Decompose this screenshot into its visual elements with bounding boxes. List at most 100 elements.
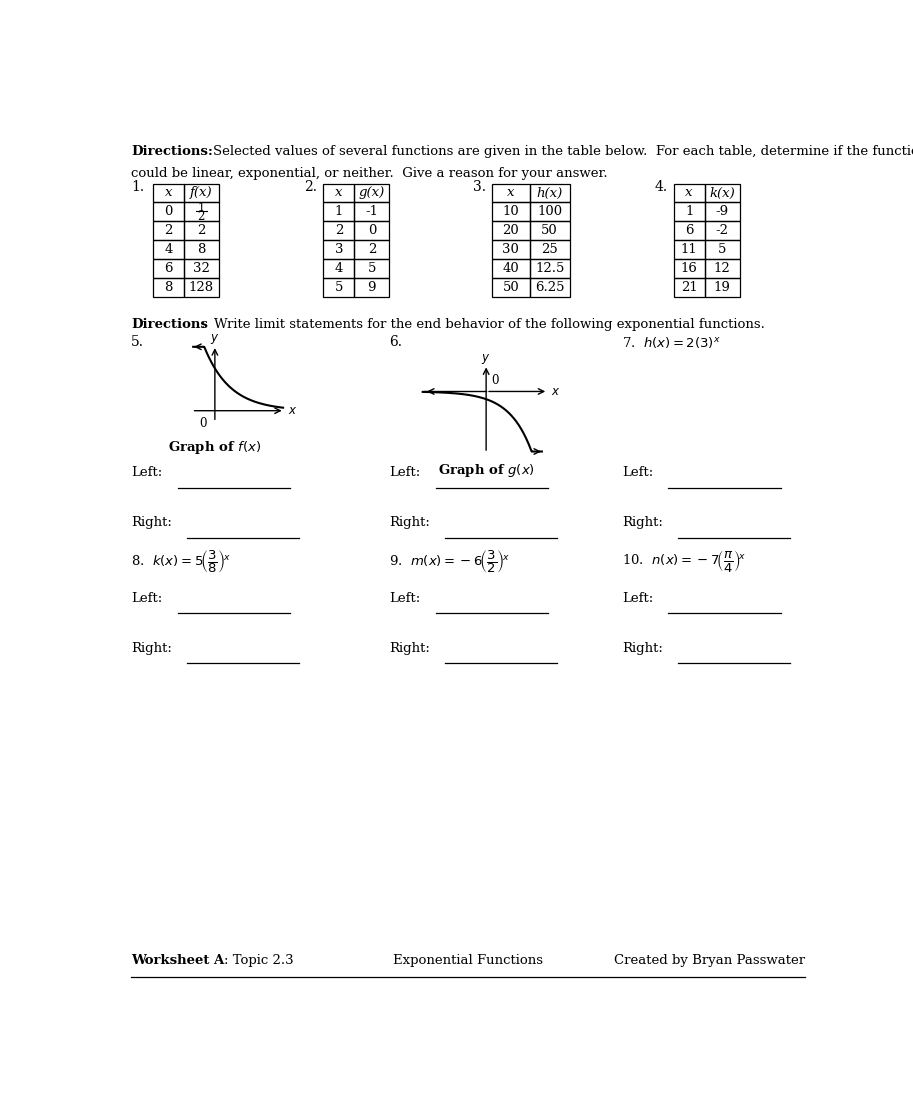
- Text: 50: 50: [502, 281, 519, 294]
- Bar: [530, 258, 570, 278]
- Text: Graph of $g(x)$: Graph of $g(x)$: [437, 462, 535, 479]
- Text: 0: 0: [200, 417, 207, 430]
- Text: 30: 30: [502, 243, 519, 256]
- Bar: [705, 258, 740, 278]
- Text: Left:: Left:: [622, 467, 653, 479]
- Bar: [323, 184, 354, 203]
- Text: 1: 1: [197, 201, 205, 215]
- Bar: [530, 222, 570, 241]
- Text: Right:: Right:: [389, 516, 430, 529]
- Text: k(x): k(x): [709, 187, 735, 199]
- Text: 0: 0: [368, 224, 376, 237]
- Text: 0: 0: [164, 206, 173, 218]
- Text: x: x: [335, 187, 342, 199]
- Text: 40: 40: [502, 262, 519, 275]
- Text: 6.: 6.: [389, 336, 403, 349]
- Text: Right:: Right:: [622, 516, 663, 529]
- Bar: [354, 184, 389, 203]
- Text: 6: 6: [685, 224, 694, 237]
- Text: 6: 6: [164, 262, 173, 275]
- Bar: [492, 184, 530, 203]
- Text: 2: 2: [335, 224, 343, 237]
- Text: 12: 12: [714, 262, 730, 275]
- Text: Left:: Left:: [131, 467, 163, 479]
- Bar: [705, 203, 740, 222]
- Bar: [152, 184, 184, 203]
- Text: Right:: Right:: [622, 641, 663, 655]
- Text: 9: 9: [368, 281, 376, 294]
- Text: $y$: $y$: [481, 351, 491, 366]
- Bar: [705, 241, 740, 258]
- Text: 8.  $k(x)=5\!\left(\dfrac{3}{8}\right)^{\!x}$: 8. $k(x)=5\!\left(\dfrac{3}{8}\right)^{\…: [131, 548, 231, 575]
- Text: 2: 2: [368, 243, 376, 256]
- Text: -2: -2: [716, 224, 729, 237]
- Text: 3: 3: [335, 243, 343, 256]
- Text: Directions:: Directions:: [131, 145, 213, 158]
- Bar: [492, 222, 530, 241]
- Bar: [674, 184, 705, 203]
- Text: 20: 20: [502, 224, 519, 237]
- Bar: [152, 241, 184, 258]
- Text: 1: 1: [685, 206, 693, 218]
- Text: 0: 0: [491, 374, 498, 387]
- Text: Created by Bryan Passwater: Created by Bryan Passwater: [614, 953, 804, 967]
- Text: x: x: [164, 187, 173, 199]
- Text: Graph of $f(x)$: Graph of $f(x)$: [168, 439, 261, 457]
- Bar: [674, 222, 705, 241]
- Text: 1.: 1.: [131, 180, 144, 194]
- Bar: [152, 278, 184, 297]
- Text: 19: 19: [714, 281, 730, 294]
- Text: x: x: [686, 187, 693, 199]
- Text: 10: 10: [502, 206, 519, 218]
- Text: 1: 1: [335, 206, 343, 218]
- Text: 2: 2: [197, 209, 205, 223]
- Bar: [492, 241, 530, 258]
- Bar: [492, 258, 530, 278]
- Text: $x$: $x$: [551, 385, 561, 398]
- Text: x: x: [508, 187, 515, 199]
- Text: 4: 4: [335, 262, 343, 275]
- Text: 3.: 3.: [473, 180, 486, 194]
- Bar: [152, 203, 184, 222]
- Text: 50: 50: [541, 224, 558, 237]
- Text: could be linear, exponential, or neither.  Give a reason for your answer.: could be linear, exponential, or neither…: [131, 167, 608, 180]
- Text: :  Write limit statements for the end behavior of the following exponential func: : Write limit statements for the end beh…: [201, 318, 765, 331]
- Text: 32: 32: [193, 262, 210, 275]
- Bar: [705, 278, 740, 297]
- Bar: [323, 258, 354, 278]
- Bar: [674, 241, 705, 258]
- Bar: [323, 241, 354, 258]
- Text: 6.25: 6.25: [535, 281, 564, 294]
- Text: Selected values of several functions are given in the table below.  For each tab: Selected values of several functions are…: [214, 145, 913, 158]
- Bar: [354, 222, 389, 241]
- Bar: [354, 203, 389, 222]
- Text: Left:: Left:: [131, 592, 163, 604]
- Text: Exponential Functions: Exponential Functions: [393, 953, 543, 967]
- Text: 5: 5: [718, 243, 727, 256]
- Text: 25: 25: [541, 243, 558, 256]
- Text: -9: -9: [716, 206, 729, 218]
- Text: f(x): f(x): [190, 187, 213, 199]
- Bar: [184, 278, 219, 297]
- Text: 4.: 4.: [655, 180, 667, 194]
- Text: 16: 16: [681, 262, 698, 275]
- Bar: [674, 278, 705, 297]
- Text: 2: 2: [197, 224, 205, 237]
- Text: 11: 11: [681, 243, 698, 256]
- Text: 128: 128: [189, 281, 214, 294]
- Text: 100: 100: [537, 206, 562, 218]
- Bar: [184, 241, 219, 258]
- Bar: [492, 203, 530, 222]
- Bar: [354, 278, 389, 297]
- Text: Right:: Right:: [131, 516, 172, 529]
- Text: -1: -1: [365, 206, 378, 218]
- Text: 5: 5: [335, 281, 343, 294]
- Bar: [323, 278, 354, 297]
- Bar: [184, 203, 219, 222]
- Bar: [323, 222, 354, 241]
- Text: Worksheet A: Worksheet A: [131, 953, 225, 967]
- Bar: [530, 203, 570, 222]
- Text: 5: 5: [368, 262, 376, 275]
- Bar: [492, 278, 530, 297]
- Text: Right:: Right:: [389, 641, 430, 655]
